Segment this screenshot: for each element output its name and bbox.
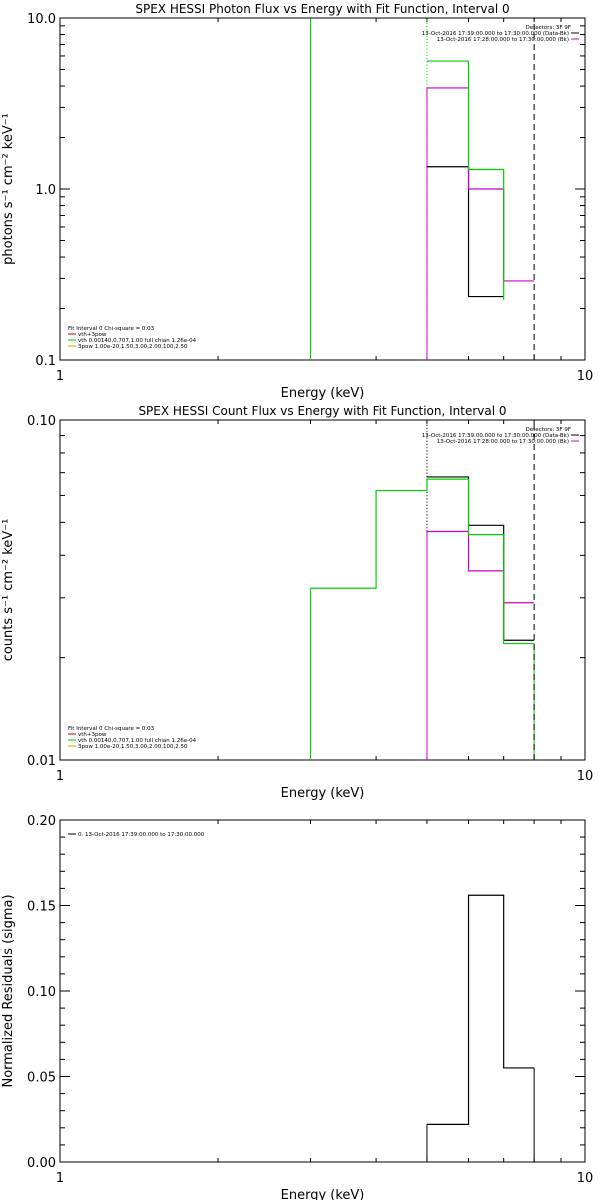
legend-entry: 0. 13-Oct-2016 17:39:00.000 to 17:30:00.… <box>78 832 205 838</box>
plot-frame <box>59 819 586 1163</box>
legend-entry: 3pow 1.00e-20,1.50,3.00,2.00,100,2.50 <box>78 744 188 750</box>
legend-entry: vth+3pow <box>78 332 107 338</box>
x-tick-label: 10 <box>577 369 594 384</box>
legend-entry: vth+3pow <box>78 732 107 738</box>
y-tick-label: 0.20 <box>27 814 56 829</box>
y-tick-label: 10.0 <box>27 12 56 27</box>
legend-entry: vth 0.00140,0.707,1.00 full chian 1.26e-… <box>78 338 197 344</box>
series-step-line <box>426 87 535 282</box>
legend-entry: 13-Oct-2016 17:39:00.000 to 17:30:00.000… <box>422 31 569 37</box>
series-step-line <box>426 530 535 604</box>
y-tick-label: 0.10 <box>27 985 56 1000</box>
y-tick-label: 0.01 <box>27 754 56 769</box>
y-tick-label: 0.15 <box>27 900 56 915</box>
y-axis-label: counts s⁻¹ cm⁻² keV⁻¹ <box>1 519 16 662</box>
series-step-line <box>426 894 535 1125</box>
series-step-line <box>426 166 504 298</box>
x-axis-label: Energy (keV) <box>281 1188 365 1200</box>
y-tick-label: 1.0 <box>35 183 56 198</box>
legend-entry: 13-Oct-2016 17:28:00.000 to 17:30:00.000… <box>437 37 569 43</box>
x-tick-label: 1 <box>56 1171 64 1186</box>
series-step-line <box>426 476 535 641</box>
legend-entry: vth 0.00140,0.707,1.00 full chian 1.26e-… <box>78 738 197 744</box>
x-axis-label: Energy (keV) <box>281 786 365 801</box>
y-tick-label: 0.00 <box>27 1156 56 1171</box>
legend-header: Fit Interval 0 Chi-square = 0.03 <box>68 326 155 332</box>
legend-entry: 3pow 1.00e-20,1.50,3.00,2.00,100,2.50 <box>78 344 188 350</box>
y-tick-label: 0.10 <box>27 414 56 429</box>
x-axis-label: Energy (keV) <box>281 386 365 401</box>
legend-header: Fit Interval 0 Chi-square = 0.03 <box>68 726 155 732</box>
legend-header: Detectors: 3F 9F <box>525 427 571 433</box>
series-step-line <box>426 60 505 300</box>
x-tick-label: 1 <box>56 369 64 384</box>
x-tick-label: 10 <box>577 769 594 784</box>
legend-header: Detectors: 3F 9F <box>525 25 571 31</box>
legend-entry: 13-Oct-2016 17:39:00.000 to 17:30:00.000… <box>422 433 569 439</box>
chart-title: SPEX HESSI Count Flux vs Energy with Fit… <box>138 404 506 418</box>
y-axis-label: Normalized Residuals (sigma) <box>1 894 16 1087</box>
plot-frame <box>59 17 586 361</box>
series-step-line <box>310 478 535 645</box>
y-tick-label: 0.05 <box>27 1071 56 1086</box>
legend-entry: 13-Oct-2016 17:28:00.000 to 17:30:00.000… <box>437 439 569 445</box>
x-tick-label: 1 <box>56 769 64 784</box>
plot-frame <box>59 419 586 761</box>
y-tick-label: 0.1 <box>35 354 56 369</box>
x-tick-label: 10 <box>577 1171 594 1186</box>
chart-title: SPEX HESSI Photon Flux vs Energy with Fi… <box>135 2 509 16</box>
y-axis-label: photons s⁻¹ cm⁻² keV⁻¹ <box>1 113 16 265</box>
